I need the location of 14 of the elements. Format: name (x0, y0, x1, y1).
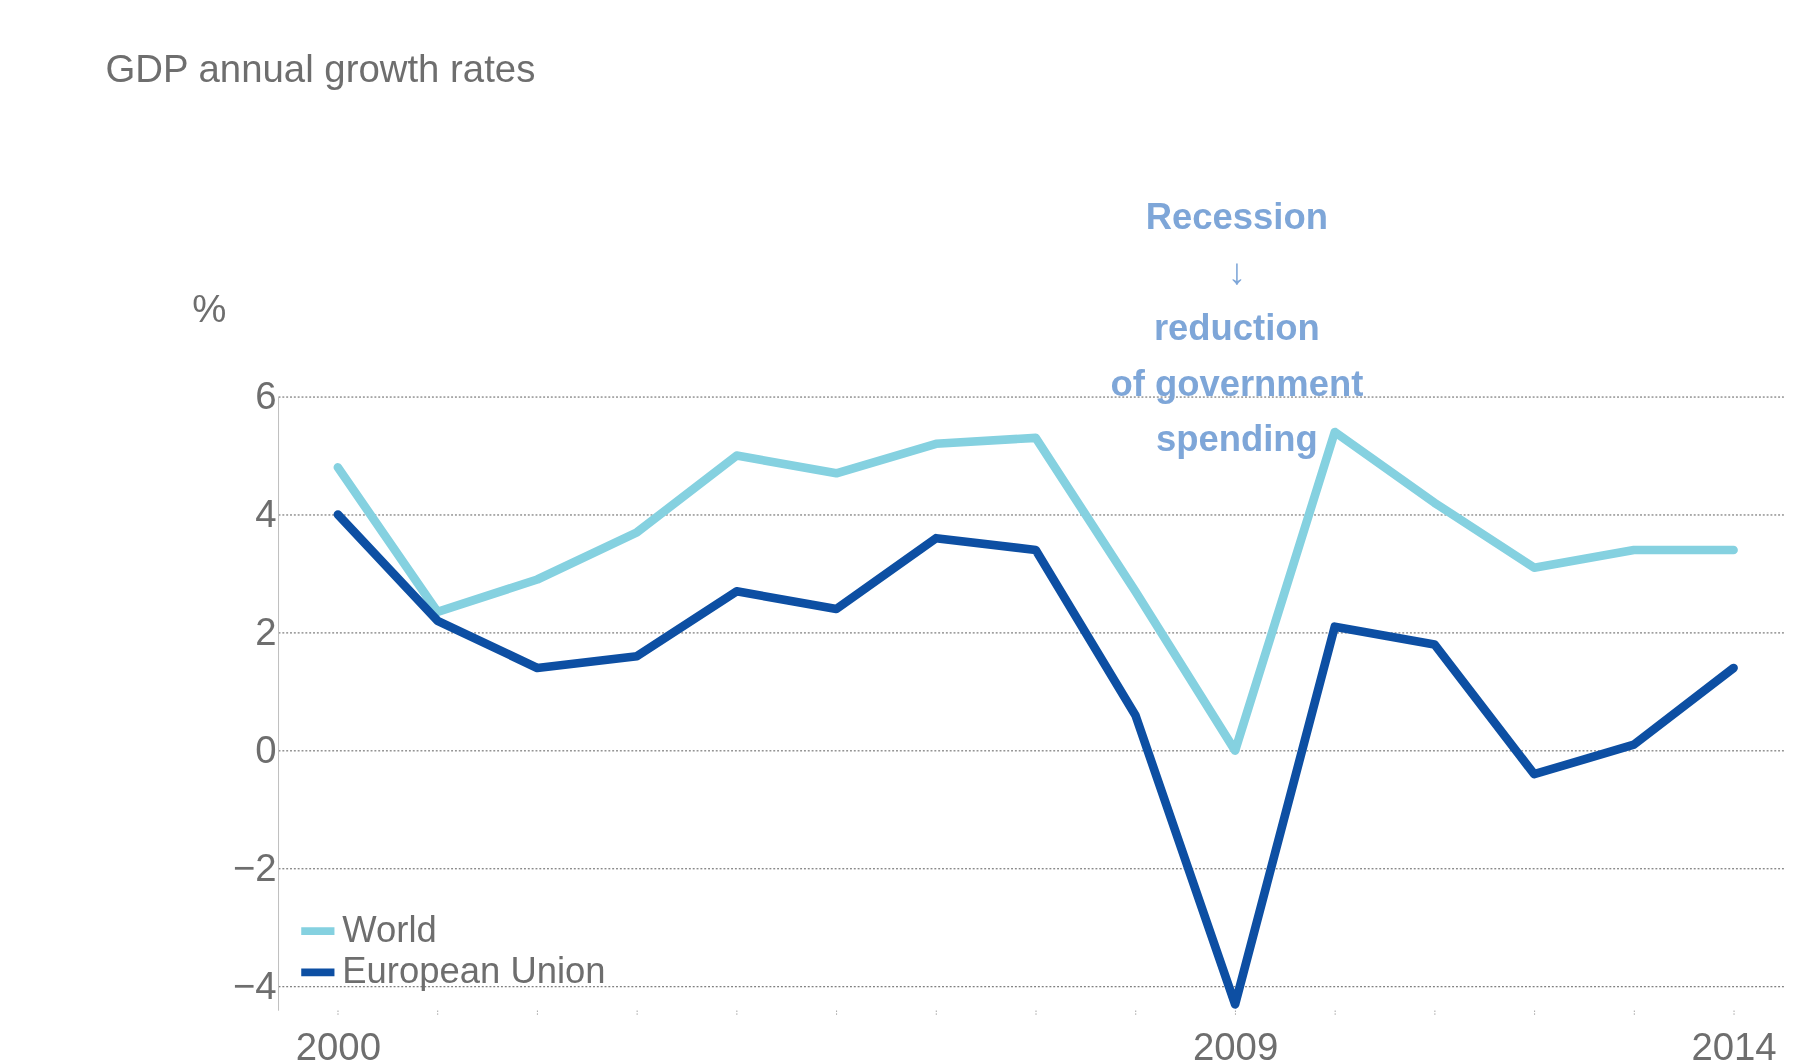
chart-title: GDP annual growth rates (105, 47, 536, 91)
y-tick-label: 4 (255, 491, 277, 535)
y-tick-label: 0 (255, 727, 277, 771)
x-tick-label: 2014 (1691, 1024, 1777, 1061)
y-axis-title: % (192, 287, 227, 331)
x-tick-label: 2000 (295, 1024, 382, 1061)
annotation: Recession ↓ reduction of government spending (1110, 195, 1364, 460)
y-tick-label: −4 (232, 963, 277, 1007)
y-tick-label: 6 (255, 373, 277, 417)
legend-label: European Union (342, 949, 606, 991)
legend-label: World (342, 908, 437, 950)
y-tick-label: 2 (255, 609, 277, 653)
y-tick-label: −2 (232, 845, 277, 889)
x-tick-label: 2009 (1192, 1024, 1279, 1061)
